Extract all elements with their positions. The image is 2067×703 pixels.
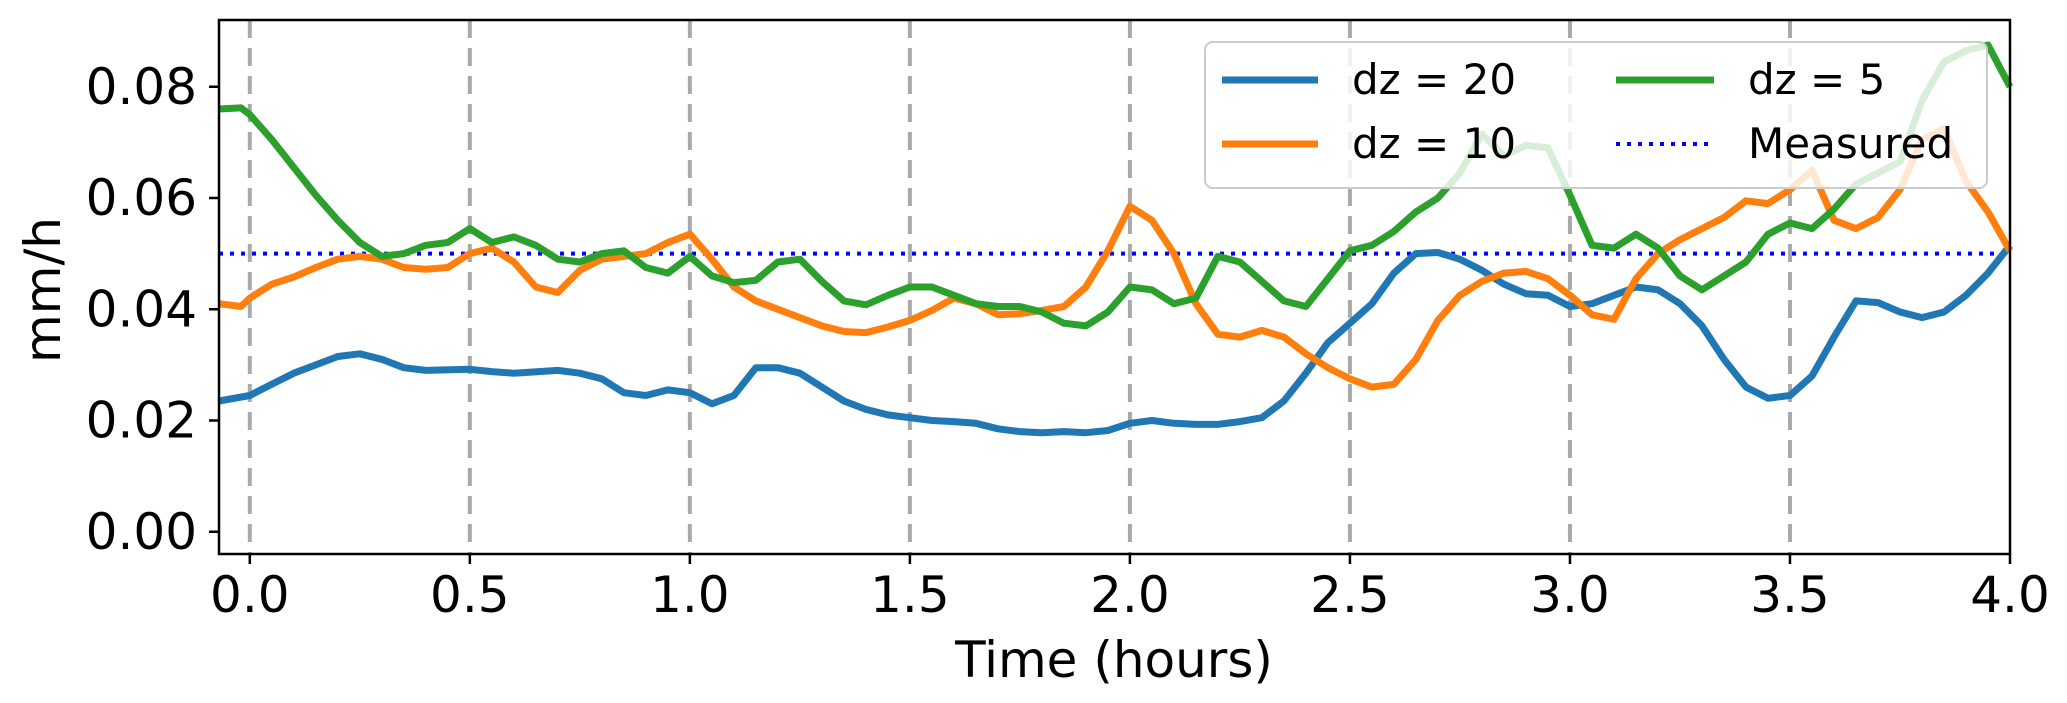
y-axis-ticks: 0.00 0.02 0.04 0.06 0.08 (86, 58, 219, 561)
x-axis-label: Time (hours) (954, 631, 1273, 689)
x-tick-label-0: 0.0 (210, 566, 290, 624)
y-tick-label-2: 0.04 (86, 280, 197, 338)
x-tick-label-2: 1.0 (650, 566, 730, 624)
x-tick-label-4: 2.0 (1090, 566, 1170, 624)
series-line-dz10 (218, 125, 2014, 391)
x-axis-ticks: 0.0 0.5 1.0 1.5 2.0 2.5 3.0 3.5 4.0 (210, 554, 2050, 624)
plot-frame (217, 18, 2012, 556)
series-line-dz20 (218, 243, 2013, 437)
y-tick-label-4: 0.08 (86, 58, 197, 116)
x-tick-label-6: 3.0 (1530, 566, 1610, 624)
x-tick-label-7: 3.5 (1750, 566, 1830, 624)
legend-label-measured: Measured (1748, 119, 1953, 168)
x-tick-label-3: 1.5 (870, 566, 950, 624)
legend-label-dz20: dz = 20 (1352, 55, 1516, 104)
series-line-dz5 (218, 41, 2014, 330)
y-tick-label-3: 0.06 (86, 169, 197, 227)
x-tick-label-1: 0.5 (430, 566, 510, 624)
y-tick-label-0: 0.00 (86, 503, 197, 561)
legend: dz = 20 dz = 10 dz = 5 Measured (1204, 41, 1988, 189)
legend-label-dz10: dz = 10 (1352, 119, 1516, 168)
series-layer (218, 41, 2014, 437)
y-axis-label: mm/h (14, 217, 72, 363)
x-tick-label-5: 2.5 (1310, 566, 1390, 624)
legend-frame (1204, 41, 1988, 189)
legend-label-dz5: dz = 5 (1748, 55, 1885, 104)
x-tick-label-8: 4.0 (1970, 566, 2050, 624)
y-tick-label-1: 0.02 (86, 392, 197, 450)
